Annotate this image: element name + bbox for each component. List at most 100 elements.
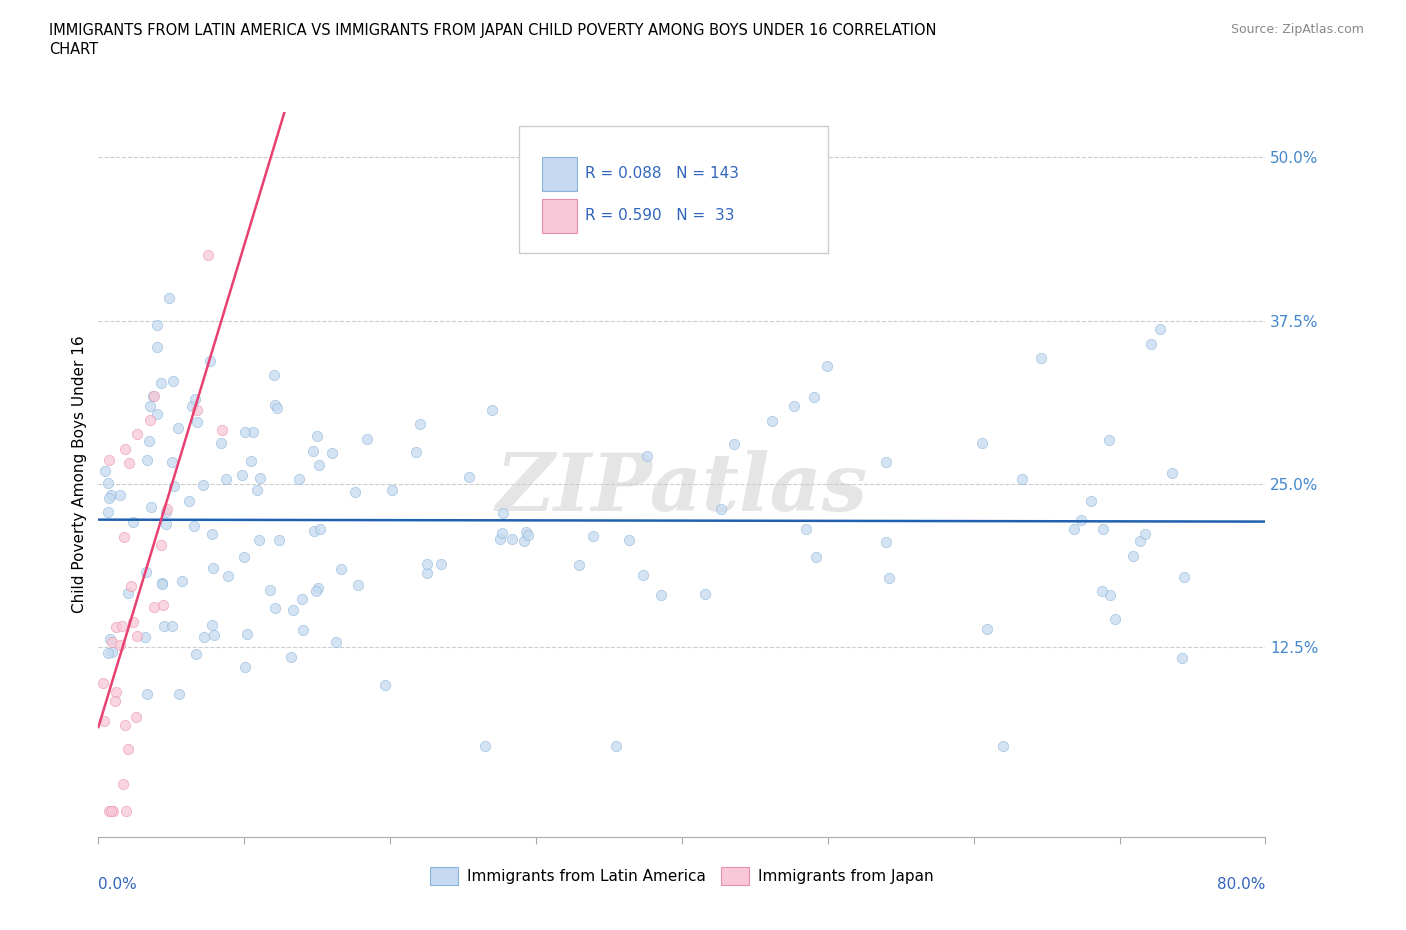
- Point: [217, 568, 239, 583]
- Point: [723, 437, 745, 452]
- Point: [1029, 351, 1052, 365]
- Point: [117, 586, 139, 601]
- Point: [135, 565, 157, 579]
- Point: [259, 582, 281, 597]
- Point: [134, 630, 156, 644]
- Point: [1133, 526, 1156, 541]
- Point: [582, 528, 605, 543]
- Point: [114, 442, 136, 457]
- Point: [617, 533, 640, 548]
- Point: [280, 650, 302, 665]
- Point: [186, 403, 208, 418]
- Text: R = 0.088   N = 143: R = 0.088 N = 143: [585, 166, 740, 180]
- Text: Source: ZipAtlas.com: Source: ZipAtlas.com: [1230, 23, 1364, 36]
- Point: [160, 455, 183, 470]
- Point: [201, 618, 224, 632]
- Point: [169, 686, 191, 701]
- Point: [139, 399, 162, 414]
- Point: [162, 618, 184, 633]
- Point: [321, 445, 343, 460]
- Point: [125, 426, 148, 441]
- Point: [181, 398, 204, 413]
- Point: [242, 424, 264, 439]
- Point: [211, 422, 233, 437]
- Point: [197, 248, 219, 263]
- Point: [97, 646, 120, 661]
- Point: [193, 630, 215, 644]
- Point: [93, 713, 115, 728]
- Point: [804, 550, 827, 565]
- Point: [150, 538, 173, 552]
- Point: [150, 576, 173, 591]
- Point: [215, 472, 238, 486]
- Point: [263, 601, 285, 616]
- Point: [103, 804, 125, 818]
- Point: [501, 531, 523, 546]
- Point: [1070, 512, 1092, 527]
- Point: [155, 505, 177, 520]
- Text: 80.0%: 80.0%: [1218, 877, 1265, 892]
- FancyBboxPatch shape: [519, 126, 828, 253]
- Point: [236, 627, 259, 642]
- Point: [183, 519, 205, 534]
- Point: [101, 634, 124, 649]
- Point: [405, 445, 427, 459]
- Point: [488, 531, 510, 546]
- Point: [125, 710, 148, 724]
- Point: [1098, 588, 1121, 603]
- Point: [117, 741, 139, 756]
- Point: [343, 485, 366, 500]
- Point: [97, 476, 120, 491]
- Point: [803, 390, 825, 405]
- Point: [481, 403, 503, 418]
- Point: [146, 406, 169, 421]
- Point: [233, 425, 256, 440]
- Point: [100, 804, 122, 818]
- Point: [177, 494, 200, 509]
- Point: [330, 562, 353, 577]
- Point: [492, 505, 515, 520]
- Point: [120, 578, 142, 593]
- Point: [1092, 522, 1115, 537]
- Point: [347, 578, 370, 592]
- Point: [162, 374, 184, 389]
- Point: [100, 487, 122, 502]
- Point: [97, 452, 120, 467]
- Point: [1122, 549, 1144, 564]
- Point: [1104, 611, 1126, 626]
- Point: [517, 528, 540, 543]
- Point: [156, 501, 179, 516]
- Point: [305, 583, 328, 598]
- Point: [269, 532, 291, 547]
- Point: [249, 471, 271, 485]
- Point: [266, 401, 288, 416]
- Point: [515, 525, 537, 539]
- Point: [143, 389, 166, 404]
- Point: [118, 455, 141, 470]
- Point: [112, 529, 135, 544]
- Point: [111, 618, 134, 633]
- Point: [122, 615, 145, 630]
- Point: [305, 429, 328, 444]
- Point: [1161, 466, 1184, 481]
- Point: [381, 483, 404, 498]
- Legend: Immigrants from Latin America, Immigrants from Japan: Immigrants from Latin America, Immigrant…: [425, 861, 939, 891]
- Point: [249, 533, 271, 548]
- Point: [146, 318, 169, 333]
- Y-axis label: Child Poverty Among Boys Under 16: Child Poverty Among Boys Under 16: [72, 336, 87, 613]
- Point: [512, 533, 534, 548]
- Point: [184, 392, 207, 406]
- Point: [97, 504, 120, 519]
- Point: [153, 618, 176, 633]
- Point: [159, 290, 181, 305]
- Point: [108, 487, 131, 502]
- Point: [633, 567, 655, 582]
- Point: [875, 455, 897, 470]
- Point: [416, 557, 439, 572]
- Point: [308, 522, 330, 537]
- Point: [783, 398, 806, 413]
- Point: [186, 646, 208, 661]
- Point: [877, 570, 900, 585]
- Point: [111, 777, 134, 791]
- Point: [302, 444, 325, 458]
